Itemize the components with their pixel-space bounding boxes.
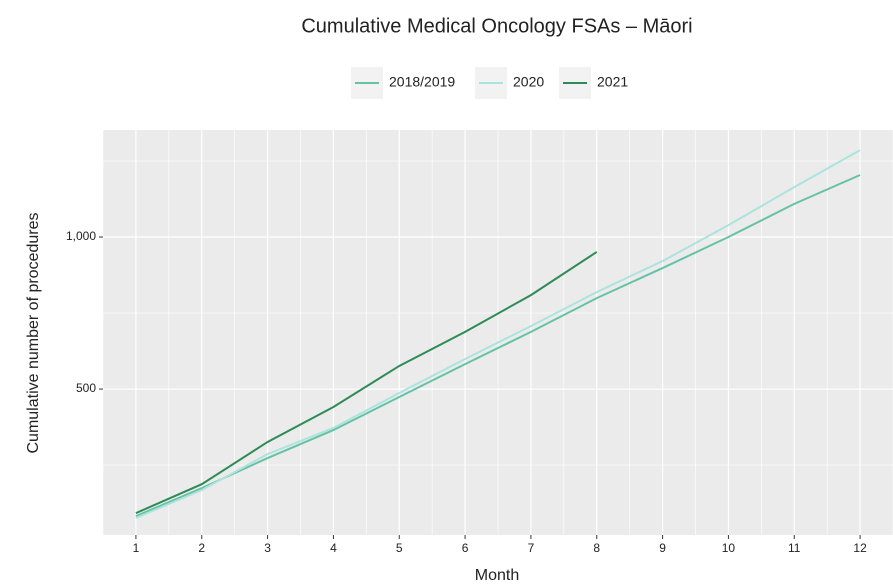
legend-label: 2018/2019: [389, 74, 455, 90]
x-tick-label: 4: [330, 541, 337, 555]
x-tick-label: 10: [722, 541, 736, 555]
x-tick-label: 2: [198, 541, 205, 555]
x-tick-label: 12: [853, 541, 867, 555]
x-tick-label: 3: [264, 541, 271, 555]
legend-label: 2021: [597, 74, 628, 90]
series-line: [135, 251, 598, 515]
series-line: [135, 174, 861, 518]
legend-label: 2020: [513, 74, 544, 90]
x-tick-label: 5: [396, 541, 403, 555]
x-tick-label: 11: [788, 541, 801, 555]
x-axis-label: Month: [475, 567, 519, 584]
x-tick-label: 1: [133, 541, 140, 555]
x-tick-label: 8: [593, 541, 600, 555]
y-axis-label: Cumulative number of procedures: [25, 212, 42, 453]
chart-title: Cumulative Medical Oncology FSAs – Māori: [301, 15, 692, 37]
series-line: [135, 149, 861, 519]
x-tick-label: 9: [659, 541, 666, 555]
y-tick-label: 1,000: [66, 229, 96, 243]
x-tick-label: 6: [462, 541, 469, 555]
y-tick-label: 500: [76, 381, 96, 395]
x-tick-label: 7: [528, 541, 535, 555]
